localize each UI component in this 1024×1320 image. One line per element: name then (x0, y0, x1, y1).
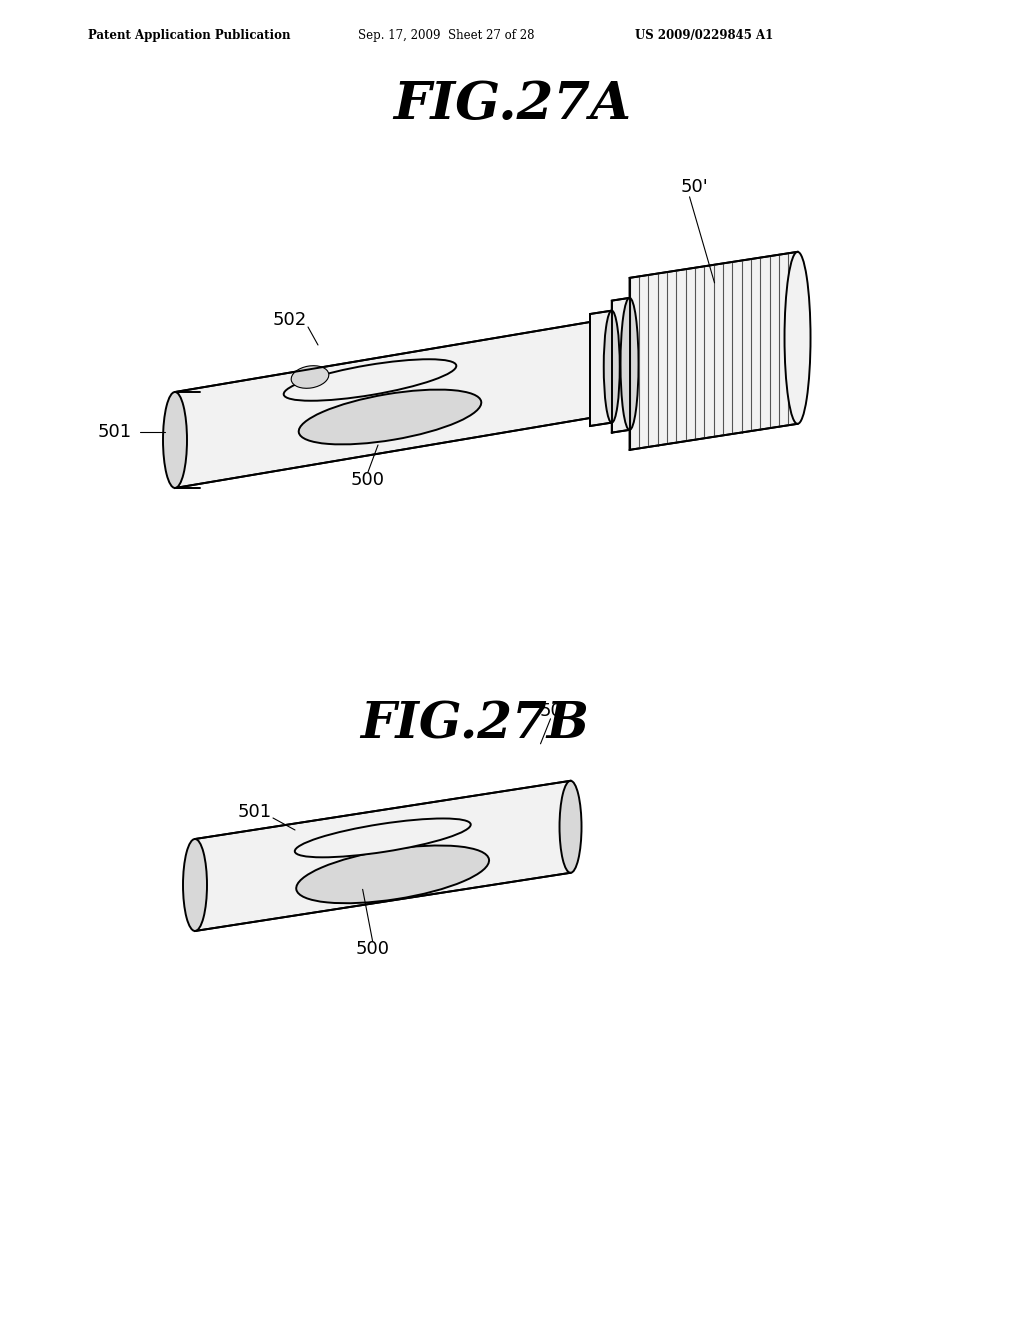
Text: 500: 500 (355, 940, 390, 958)
Polygon shape (175, 322, 590, 488)
Ellipse shape (784, 252, 811, 424)
Text: 501: 501 (238, 803, 272, 821)
Text: 502: 502 (272, 312, 307, 329)
Ellipse shape (296, 846, 489, 903)
Ellipse shape (284, 359, 457, 401)
Text: US 2009/0229845 A1: US 2009/0229845 A1 (635, 29, 773, 41)
Text: 50: 50 (540, 702, 562, 719)
Text: 50': 50' (681, 178, 709, 195)
Polygon shape (590, 310, 611, 426)
Ellipse shape (295, 818, 471, 857)
Ellipse shape (559, 781, 582, 873)
Ellipse shape (163, 392, 187, 488)
Polygon shape (195, 781, 570, 931)
Text: Patent Application Publication: Patent Application Publication (88, 29, 291, 41)
Ellipse shape (621, 298, 639, 430)
Polygon shape (630, 252, 798, 450)
Text: 501: 501 (98, 422, 132, 441)
Text: Sep. 17, 2009  Sheet 27 of 28: Sep. 17, 2009 Sheet 27 of 28 (358, 29, 535, 41)
Text: FIG.27B: FIG.27B (360, 701, 590, 750)
Ellipse shape (299, 389, 481, 445)
Polygon shape (611, 298, 630, 433)
Ellipse shape (291, 366, 329, 388)
Text: 500: 500 (351, 471, 385, 488)
Text: FIG.27A: FIG.27A (393, 79, 631, 131)
Ellipse shape (604, 310, 620, 422)
Ellipse shape (183, 840, 207, 931)
